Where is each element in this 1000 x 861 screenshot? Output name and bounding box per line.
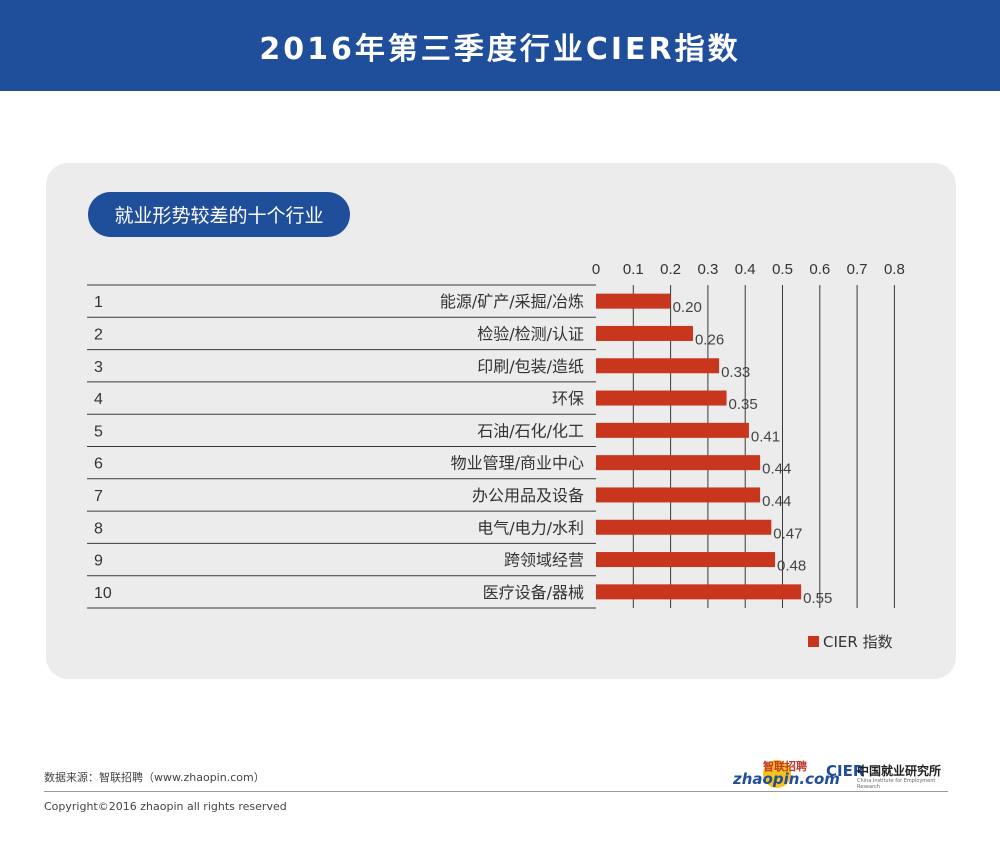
x-tick-label: 0.1 <box>623 261 644 278</box>
category-label: 医疗设备/器械 <box>483 583 584 602</box>
cier-logo-mark: CIER <box>826 762 865 780</box>
bar <box>596 487 761 503</box>
rank-label: 9 <box>94 553 103 570</box>
rank-label: 1 <box>94 294 103 311</box>
category-label: 石油/石化/化工 <box>477 421 584 440</box>
category-label: 办公用品及设备 <box>472 486 584 505</box>
bar-value-label: 0.26 <box>695 331 724 348</box>
x-tick-label: 0.4 <box>735 261 756 278</box>
chart-rows: 1 能源/矿产/采掘/冶炼 2 检验/检测/认证 3 印刷/包装/造纸 4 环保 5 石油/石化/… <box>87 284 596 609</box>
rank-label: 7 <box>94 488 103 505</box>
zhaopin-logo-cn: 智联招聘 <box>763 760 807 773</box>
bar-value-label: 0.20 <box>673 299 702 316</box>
category-label: 环保 <box>552 389 584 408</box>
bar <box>596 519 772 535</box>
chart-bars: 0.20 0.26 0.33 0.35 0.41 0.44 0.44 0.47 0.48 0.55 <box>596 293 832 607</box>
x-tick-label: 0.3 <box>697 261 718 278</box>
footer-divider <box>44 791 948 792</box>
x-tick-label: 0.2 <box>660 261 681 278</box>
bar <box>596 325 693 341</box>
rank-label: 5 <box>94 423 103 440</box>
bar-value-label: 0.48 <box>777 558 806 575</box>
cier-logo: CIER 中国就业研究所 China Institute for Employm… <box>826 762 948 790</box>
bar-value-label: 0.33 <box>721 364 750 381</box>
zhaopin-logo-circle <box>763 760 791 788</box>
category-label: 电气/电力/水利 <box>477 518 584 537</box>
bar-value-label: 0.44 <box>762 493 791 510</box>
cier-logo-cn: 中国就业研究所 <box>857 764 942 778</box>
bar <box>596 422 749 438</box>
x-tick-label: 0.8 <box>884 261 905 278</box>
bar-value-label: 0.41 <box>751 428 780 445</box>
bar <box>596 552 776 568</box>
chart-x-ticks: 0 0.1 0.2 0.3 0.4 0.5 0.6 0.7 0.8 <box>592 261 905 278</box>
bar <box>596 455 761 471</box>
page-header: 2016年第三季度行业CIER指数 <box>0 0 1000 91</box>
bar <box>596 390 727 406</box>
x-tick-label: 0 <box>592 261 600 278</box>
data-source: 数据来源：智联招聘（www.zhaopin.com） <box>44 771 265 784</box>
section-title: 就业形势较差的十个行业 <box>88 192 350 237</box>
zhaopin-logo-en: zhaopin.com <box>733 770 840 788</box>
legend-label: CIER 指数 <box>823 633 893 651</box>
bar <box>596 584 802 600</box>
chart-panel <box>46 163 956 679</box>
rank-label: 8 <box>94 520 103 537</box>
rank-label: 3 <box>94 359 103 376</box>
rank-label: 2 <box>94 326 103 343</box>
rank-label: 10 <box>94 585 112 602</box>
cier-logo-en: China Institute for Employment Research <box>857 778 936 790</box>
bar-value-label: 0.35 <box>729 396 758 413</box>
bar <box>596 293 671 309</box>
bar-value-label: 0.44 <box>762 461 791 478</box>
copyright: Copyright©2016 zhaopin all rights reserv… <box>44 800 287 813</box>
legend-swatch <box>808 636 819 647</box>
category-label: 能源/矿产/采掘/冶炼 <box>440 292 584 311</box>
bar-value-label: 0.47 <box>773 525 802 542</box>
chart-legend: CIER 指数 <box>808 633 893 651</box>
bar-value-label: 0.55 <box>803 590 832 607</box>
category-label: 检验/检测/认证 <box>477 324 584 343</box>
zhaopin-logo: 智联招聘 zhaopin.com <box>733 758 840 790</box>
category-label: 跨领域经营 <box>504 551 584 570</box>
rank-label: 4 <box>94 391 103 408</box>
x-tick-label: 0.7 <box>847 261 868 278</box>
x-tick-label: 0.5 <box>772 261 793 278</box>
page-title: 2016年第三季度行业CIER指数 <box>259 31 741 67</box>
bar <box>596 358 720 374</box>
x-tick-label: 0.6 <box>809 261 830 278</box>
category-label: 物业管理/商业中心 <box>451 454 584 473</box>
category-label: 印刷/包装/造纸 <box>477 357 584 376</box>
rank-label: 6 <box>94 456 103 473</box>
